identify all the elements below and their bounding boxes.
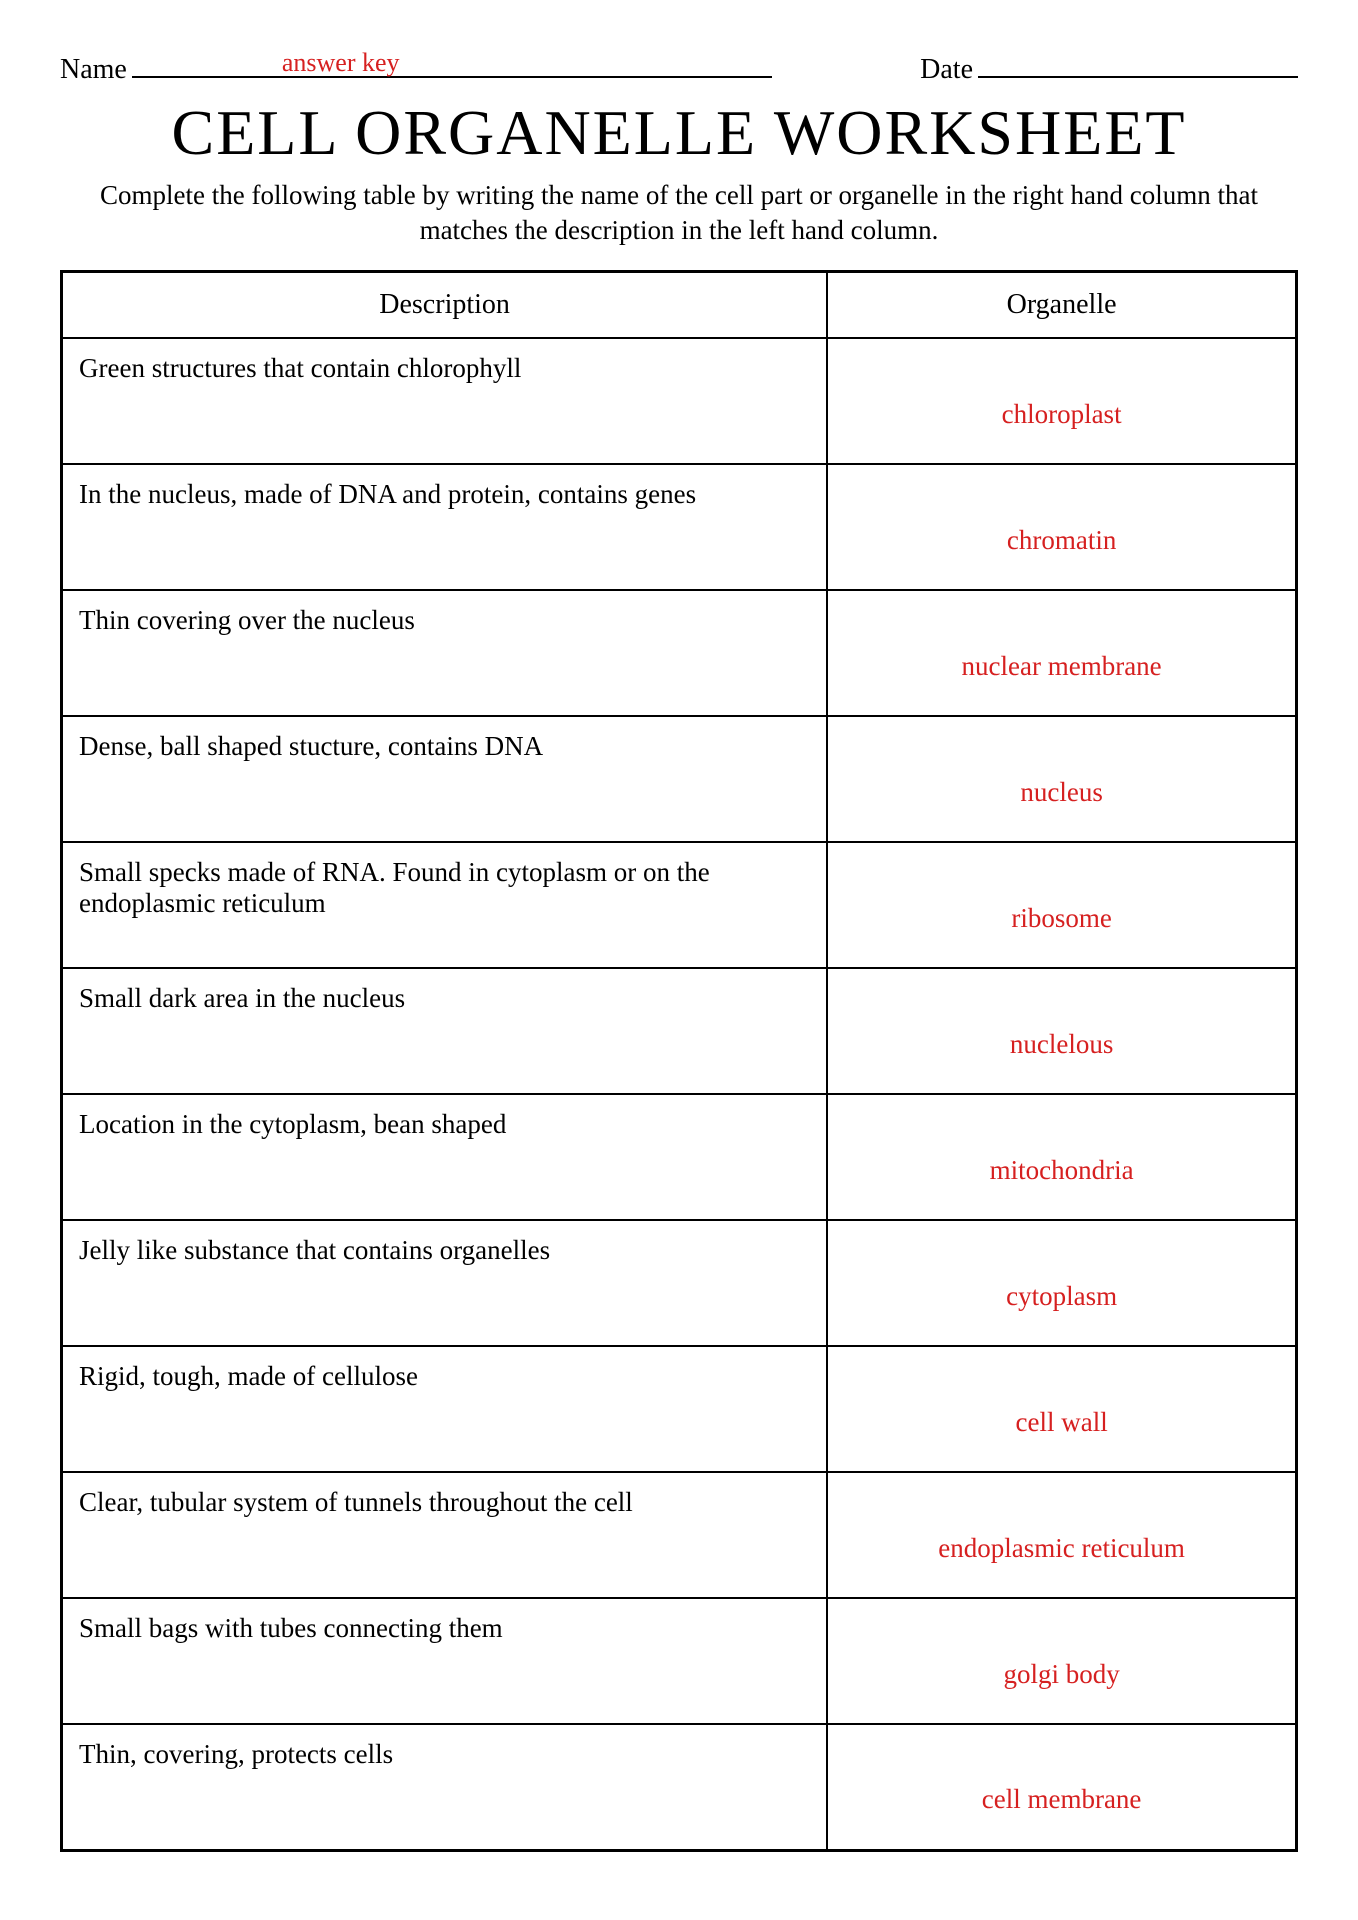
description-cell: Small specks made of RNA. Found in cytop… (62, 842, 828, 968)
organelle-answer-cell: golgi body (827, 1598, 1296, 1724)
organelle-answer-cell: nuclear membrane (827, 590, 1296, 716)
date-label: Date (920, 54, 973, 86)
organelle-answer-cell: ribosome (827, 842, 1296, 968)
organelle-answer-cell: nucleus (827, 716, 1296, 842)
table-row: Small dark area in the nucleusnuclelous (62, 968, 1297, 1094)
organelle-answer-cell: nuclelous (827, 968, 1296, 1094)
name-blank-line: answer key (132, 50, 772, 78)
instructions-text: Complete the following table by writing … (60, 178, 1298, 248)
description-cell: Clear, tubular system of tunnels through… (62, 1472, 828, 1598)
description-cell: Green structures that contain chlorophyl… (62, 338, 828, 464)
description-cell: Rigid, tough, made of cellulose (62, 1346, 828, 1472)
name-label: Name (60, 54, 127, 86)
organelle-answer-cell: chromatin (827, 464, 1296, 590)
date-blank-line (978, 50, 1298, 78)
organelle-answer-cell: chloroplast (827, 338, 1296, 464)
description-cell: Thin, covering, protects cells (62, 1724, 828, 1850)
table-row: Jelly like substance that contains organ… (62, 1220, 1297, 1346)
table-row: Thin, covering, protects cellscell membr… (62, 1724, 1297, 1850)
table-row: Small bags with tubes connecting themgol… (62, 1598, 1297, 1724)
table-row: Small specks made of RNA. Found in cytop… (62, 842, 1297, 968)
description-cell: Jelly like substance that contains organ… (62, 1220, 828, 1346)
table-row: Thin covering over the nucleusnuclear me… (62, 590, 1297, 716)
header-row: Name answer key Date (60, 50, 1298, 86)
table-row: Green structures that contain chlorophyl… (62, 338, 1297, 464)
organelle-answer-cell: endoplasmic reticulum (827, 1472, 1296, 1598)
date-field: Date (920, 50, 1298, 86)
col-header-organelle: Organelle (827, 272, 1296, 339)
description-cell: Thin covering over the nucleus (62, 590, 828, 716)
table-header-row: Description Organelle (62, 272, 1297, 339)
organelle-answer-cell: cell membrane (827, 1724, 1296, 1850)
table-row: Clear, tubular system of tunnels through… (62, 1472, 1297, 1598)
table-row: Rigid, tough, made of cellulosecell wall (62, 1346, 1297, 1472)
organelle-answer-cell: cytoplasm (827, 1220, 1296, 1346)
answer-key-text: answer key (282, 48, 400, 78)
organelle-table: Description Organelle Green structures t… (60, 270, 1298, 1852)
description-cell: Small dark area in the nucleus (62, 968, 828, 1094)
table-row: In the nucleus, made of DNA and protein,… (62, 464, 1297, 590)
col-header-description: Description (62, 272, 828, 339)
organelle-answer-cell: cell wall (827, 1346, 1296, 1472)
description-cell: Small bags with tubes connecting them (62, 1598, 828, 1724)
organelle-answer-cell: mitochondria (827, 1094, 1296, 1220)
table-row: Location in the cytoplasm, bean shapedmi… (62, 1094, 1297, 1220)
description-cell: In the nucleus, made of DNA and protein,… (62, 464, 828, 590)
name-field: Name answer key (60, 50, 772, 86)
description-cell: Dense, ball shaped stucture, contains DN… (62, 716, 828, 842)
description-cell: Location in the cytoplasm, bean shaped (62, 1094, 828, 1220)
table-row: Dense, ball shaped stucture, contains DN… (62, 716, 1297, 842)
worksheet-title: CELL ORGANELLE WORKSHEET (60, 96, 1298, 170)
